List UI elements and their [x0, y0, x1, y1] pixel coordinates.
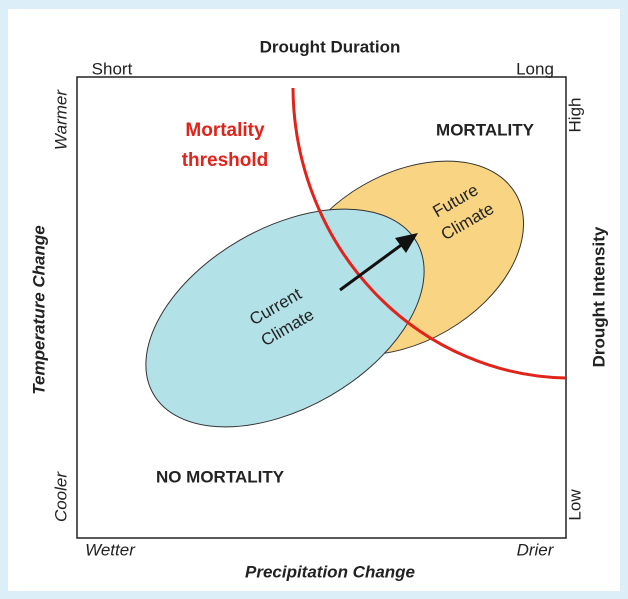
bottom-label: Precipitation Change [245, 562, 415, 581]
right-label: Drought Intensity [589, 226, 608, 367]
right-top: High [565, 98, 584, 133]
title: Drought Duration [260, 37, 401, 56]
threshold-label: Mortality [185, 120, 265, 141]
threshold-label: threshold [182, 150, 269, 171]
no-mortality-label: NO MORTALITY [156, 467, 285, 486]
left-label: Temperature Change [29, 225, 48, 394]
arrow-head [395, 233, 418, 253]
mortality-label: MORTALITY [436, 120, 535, 139]
arrow [339, 241, 405, 292]
top-left: Short [92, 59, 133, 78]
bottom-right: Drier [517, 540, 555, 559]
threshold-curve [291, 87, 567, 380]
left-top: Warmer [51, 89, 70, 150]
left-bottom: Cooler [51, 471, 70, 522]
bottom-left: Wetter [85, 540, 136, 559]
top-right: Long [516, 59, 554, 78]
current-ellipse [145, 208, 425, 428]
right-bottom: Low [565, 489, 584, 521]
